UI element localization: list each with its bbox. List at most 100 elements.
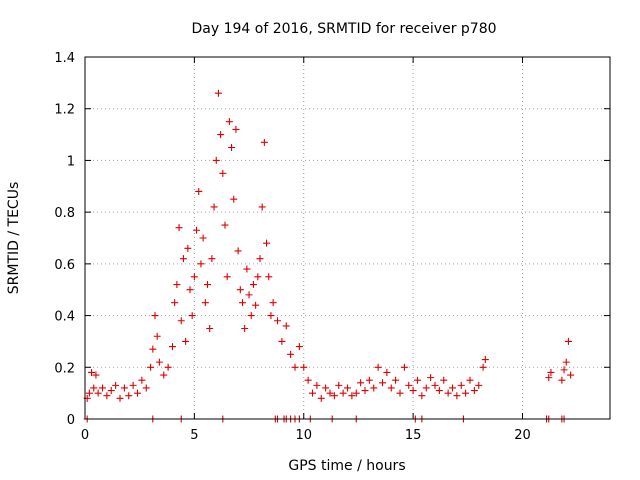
data-point xyxy=(151,312,159,320)
data-point xyxy=(387,384,395,392)
y-tick-label: 0.2 xyxy=(54,361,75,376)
x-tick-label: 10 xyxy=(295,428,312,443)
data-point xyxy=(260,138,268,146)
x-tick-label: 5 xyxy=(190,428,198,443)
data-point xyxy=(142,384,150,392)
data-point xyxy=(365,376,373,384)
data-point xyxy=(348,392,356,400)
data-point xyxy=(422,384,430,392)
data-point xyxy=(138,376,146,384)
data-point xyxy=(309,389,316,397)
data-point xyxy=(466,376,474,384)
data-point xyxy=(188,312,196,320)
data-point xyxy=(567,371,575,379)
data-point xyxy=(190,273,198,281)
data-point xyxy=(370,384,378,392)
data-point xyxy=(179,255,187,263)
y-tick-label: 1 xyxy=(67,154,75,169)
data-point xyxy=(173,281,181,289)
data-point xyxy=(171,299,179,307)
data-point xyxy=(396,389,404,397)
data-point xyxy=(204,281,211,289)
data-point xyxy=(182,337,190,345)
data-point xyxy=(545,374,553,382)
data-points xyxy=(83,89,575,423)
data-point xyxy=(125,392,133,400)
data-point xyxy=(418,392,426,400)
data-point xyxy=(414,376,421,384)
data-point xyxy=(449,384,456,392)
data-point xyxy=(129,381,137,389)
data-point xyxy=(169,343,176,351)
data-point xyxy=(457,381,465,389)
data-point xyxy=(149,345,157,353)
data-point xyxy=(195,187,203,195)
data-point xyxy=(267,312,275,320)
data-point xyxy=(214,89,222,97)
data-point xyxy=(90,384,98,392)
data-point xyxy=(217,131,225,139)
data-point xyxy=(383,368,391,376)
data-point xyxy=(291,363,299,371)
data-point xyxy=(274,317,281,325)
data-point xyxy=(435,387,443,395)
data-point xyxy=(547,368,555,376)
data-point xyxy=(155,358,163,366)
data-point xyxy=(339,389,347,397)
y-tick-label: 1.2 xyxy=(54,103,75,118)
data-point xyxy=(85,389,93,397)
data-point xyxy=(322,384,330,392)
data-point xyxy=(400,363,408,371)
grid xyxy=(85,57,610,419)
y-tick-label: 0.4 xyxy=(54,310,75,325)
data-point xyxy=(230,195,238,203)
data-point xyxy=(116,394,124,402)
data-point xyxy=(352,389,360,397)
data-point xyxy=(313,381,321,389)
data-point xyxy=(208,255,216,263)
data-point xyxy=(219,169,227,177)
data-point xyxy=(265,273,273,281)
data-point xyxy=(282,322,290,330)
data-point xyxy=(295,343,303,351)
data-point xyxy=(357,379,365,387)
data-point xyxy=(103,392,111,400)
data-point xyxy=(153,332,161,340)
data-point xyxy=(201,299,209,307)
data-point xyxy=(317,394,325,402)
data-point xyxy=(440,376,448,384)
data-point xyxy=(228,144,236,151)
data-point xyxy=(252,301,260,309)
data-point xyxy=(247,312,255,320)
data-point xyxy=(225,118,233,126)
data-point xyxy=(304,376,312,384)
x-tick-label: 0 xyxy=(81,428,89,443)
data-point xyxy=(558,376,566,384)
data-point xyxy=(107,387,115,395)
data-point xyxy=(475,381,483,389)
axis-ticks: 0 5 10 15 20 0 0.2 0.4 0.6 0.8 1 1.2 1.4 xyxy=(54,51,610,443)
data-point xyxy=(431,381,439,389)
data-point xyxy=(254,273,262,281)
data-point xyxy=(243,265,251,273)
data-point xyxy=(120,384,128,392)
data-point xyxy=(374,363,382,371)
data-point xyxy=(562,358,570,366)
data-point xyxy=(453,392,461,400)
data-point xyxy=(560,366,568,374)
data-point xyxy=(287,350,295,358)
data-point xyxy=(479,363,487,371)
data-point xyxy=(160,371,168,379)
data-point xyxy=(278,337,286,345)
data-point xyxy=(94,389,102,397)
data-point xyxy=(256,255,264,263)
data-point xyxy=(186,286,194,294)
x-tick-label: 15 xyxy=(405,428,422,443)
data-point xyxy=(147,363,155,371)
data-point xyxy=(361,387,369,395)
data-point xyxy=(470,387,478,395)
data-point xyxy=(236,286,244,294)
data-point xyxy=(326,389,334,397)
data-point xyxy=(88,368,96,376)
